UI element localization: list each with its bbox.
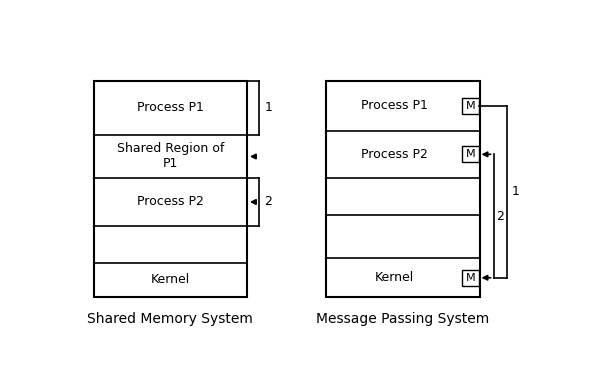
Text: M: M — [466, 149, 475, 159]
Text: 2: 2 — [496, 209, 504, 223]
Bar — [462, 270, 479, 286]
Text: Process P1: Process P1 — [361, 99, 428, 112]
Text: Kernel: Kernel — [151, 274, 190, 287]
Bar — [94, 81, 247, 297]
Text: Process P1: Process P1 — [137, 101, 204, 114]
Text: Kernel: Kernel — [375, 271, 414, 284]
Bar — [462, 98, 479, 114]
Text: M: M — [466, 273, 475, 283]
Text: Process P2: Process P2 — [361, 148, 428, 161]
Text: M: M — [466, 101, 475, 111]
Text: Shared Memory System: Shared Memory System — [88, 312, 253, 326]
Text: Shared Region of
P1: Shared Region of P1 — [116, 142, 224, 171]
Bar — [326, 81, 479, 297]
Text: 1: 1 — [264, 101, 272, 114]
Text: 1: 1 — [512, 185, 520, 198]
Text: Process P2: Process P2 — [137, 195, 204, 209]
Bar — [462, 146, 479, 162]
Text: Message Passing System: Message Passing System — [316, 312, 490, 326]
Text: 2: 2 — [264, 195, 272, 209]
